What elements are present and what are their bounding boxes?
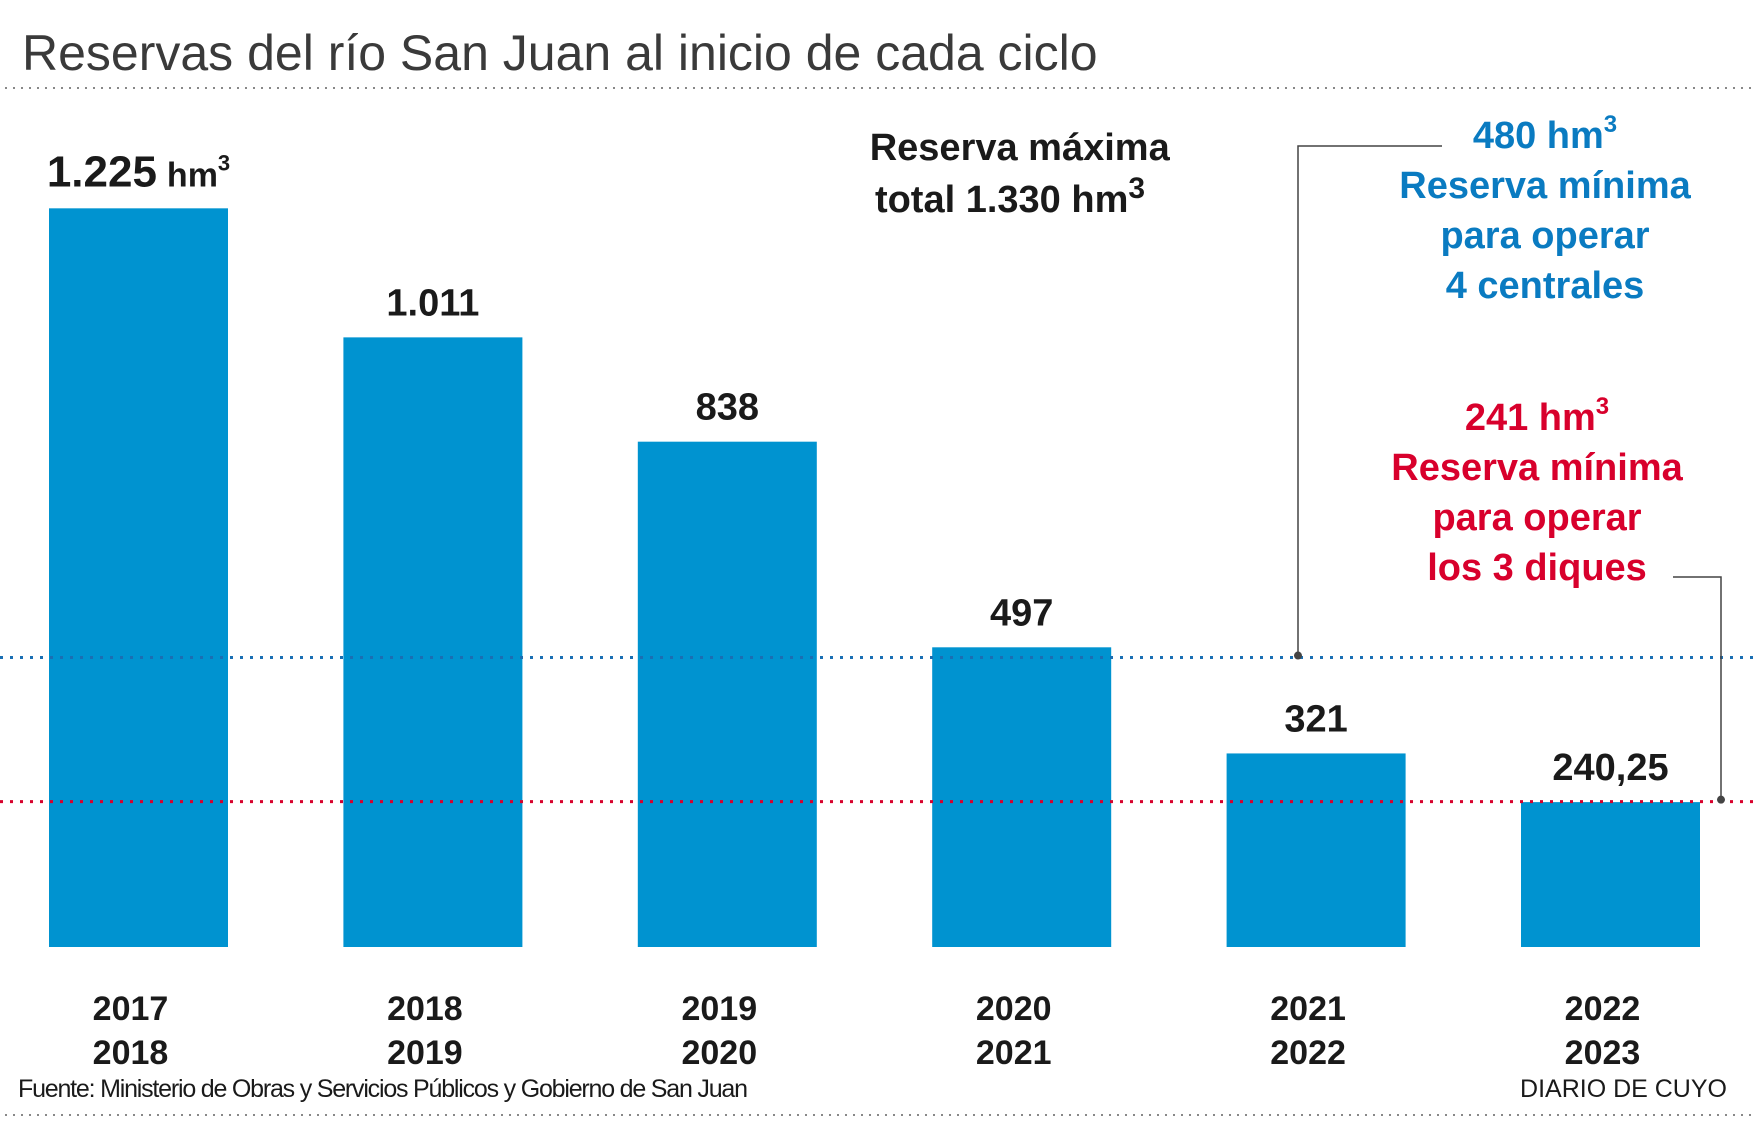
x-tick-label: 2020 — [681, 1034, 757, 1072]
data-label: 838 — [696, 387, 759, 429]
bar-2022-2023 — [1521, 802, 1700, 947]
x-tick-label: 2020 — [976, 990, 1052, 1028]
reference-lines: 480 hm3 Reserva mínima para operar 4 centra… — [0, 111, 1760, 804]
bars-group: 1.225 hm3 2017 2018 1.011 2018 2019 838 2019 2020… — [47, 147, 1700, 1072]
data-label: 240,25 — [1552, 747, 1668, 789]
bar-2020-2021 — [932, 647, 1112, 947]
data-label: 1.225 hm3 — [47, 147, 230, 196]
x-tick-label: 2021 — [1270, 990, 1346, 1028]
reference-label-480: 480 hm3 Reserva mínima para operar 4 centra… — [1399, 111, 1691, 307]
x-tick-label: 2017 — [93, 990, 169, 1028]
max-reserve-annotation: Reserva máxima total 1.330 hm3 — [870, 127, 1181, 221]
x-tick-label: 2023 — [1565, 1034, 1641, 1072]
bar-2018-2019 — [343, 337, 523, 947]
brand-footer: DIARIO DE CUYO — [1520, 1075, 1727, 1103]
max-reserve-line1: Reserva máxima — [870, 127, 1171, 169]
x-tick-label: 2019 — [387, 1034, 463, 1072]
leader-line-480 — [1297, 145, 1442, 658]
leader-dot-480 — [1294, 651, 1302, 660]
x-tick-label: 2018 — [387, 990, 463, 1028]
data-label: 321 — [1284, 698, 1347, 740]
reference-label-241: 241 hm3 Reserva mínima para operar los 3 di… — [1391, 393, 1683, 589]
max-reserve-line2: total 1.330 hm — [875, 179, 1128, 221]
bar-2017-2018 — [49, 208, 228, 947]
data-label: 497 — [990, 592, 1053, 634]
source-footer: Fuente: Ministerio de Obras y Servicios … — [18, 1075, 748, 1103]
bar-2021-2022 — [1226, 753, 1406, 947]
data-label: 1.011 — [386, 282, 479, 324]
max-reserve-sup: 3 — [1128, 172, 1145, 205]
x-tick-label: 2022 — [1565, 990, 1641, 1028]
leader-dot-241 — [1717, 795, 1725, 804]
chart-title: Reservas del río San Juan al inicio de c… — [22, 25, 1098, 81]
bar-2019-2020 — [637, 441, 817, 947]
x-tick-label: 2022 — [1270, 1034, 1346, 1072]
x-tick-label: 2021 — [976, 1034, 1052, 1072]
x-tick-label: 2019 — [681, 990, 757, 1028]
x-tick-label: 2018 — [93, 1034, 169, 1072]
leader-line-241 — [1673, 576, 1722, 802]
